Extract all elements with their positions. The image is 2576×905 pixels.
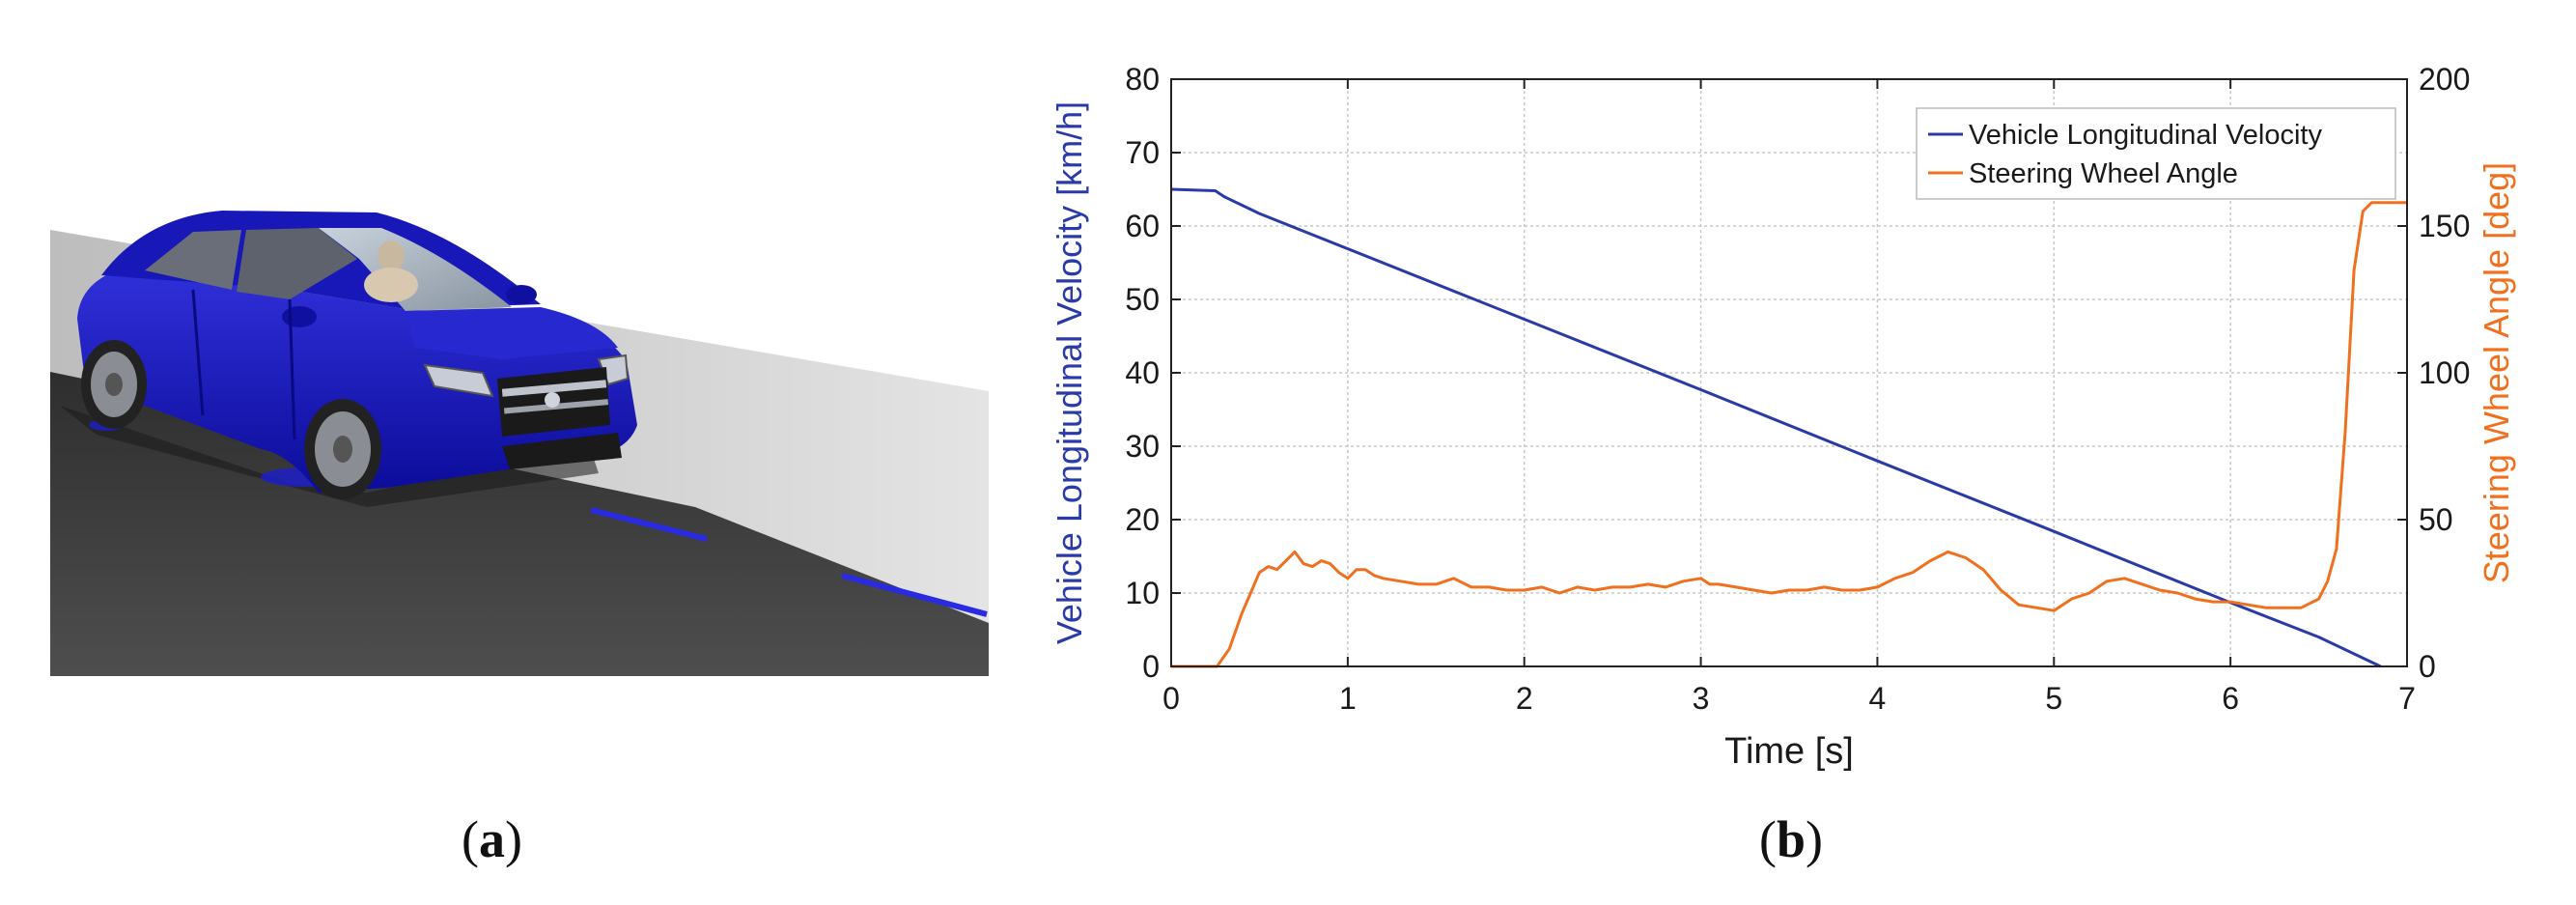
car-shadow [60, 406, 599, 507]
legend-box [1916, 107, 2396, 200]
legend-label: Steering Wheel Angle [1969, 158, 2238, 189]
caption-a-letter: a [478, 810, 505, 868]
car-model [77, 211, 637, 499]
caption-b: (b) [1759, 810, 1824, 868]
caption-a: (a) [462, 810, 522, 868]
vehicle-scene-panel [0, 0, 1023, 900]
x-tick-label: 2 [1516, 681, 1533, 716]
legend-label: Vehicle Longitudinal Velocity [1969, 120, 2322, 151]
lane-marking [590, 507, 708, 542]
y-left-tick-label: 50 [1125, 282, 1160, 317]
y-axis-left-label: Vehicle Longitudinal Velocity [km/h] [1050, 101, 1089, 644]
y-right-tick-label: 150 [2419, 209, 2470, 243]
y-left-tick-label: 10 [1125, 576, 1160, 610]
y-left-tick-label: 30 [1125, 429, 1160, 464]
y-right-tick-label: 50 [2419, 502, 2453, 537]
y-left-tick-label: 40 [1125, 355, 1160, 390]
grid [1171, 79, 2407, 666]
y-left-tick-label: 60 [1125, 209, 1160, 243]
legend: Vehicle Longitudinal Velocity Steering Wh… [1916, 107, 2396, 200]
x-tick-label: 1 [1339, 681, 1357, 716]
plot-frame [1170, 78, 2408, 667]
steering-series-line [1171, 201, 2407, 668]
y-right-tick-label: 100 [2419, 355, 2470, 390]
y-left-tick-label: 20 [1125, 502, 1160, 537]
lane-marking [841, 573, 988, 617]
velocity-series-line [1170, 187, 2382, 668]
x-tick-label: 0 [1162, 681, 1180, 716]
y-left-tick-label: 0 [1142, 649, 1160, 684]
vehicle-scene-image [50, 211, 989, 676]
y-left-tick-label: 80 [1125, 62, 1160, 97]
y-right-tick-label: 200 [2419, 62, 2470, 97]
x-tick-label: 4 [1869, 681, 1887, 716]
x-tick-label: 3 [1693, 681, 1710, 716]
x-tick-label: 6 [2222, 681, 2239, 716]
x-axis-label: Time [s] [1724, 731, 1854, 772]
x-tick-label: 7 [2398, 681, 2416, 716]
y-left-tick-label: 70 [1125, 135, 1160, 170]
y-axis-right-label: Steering Wheel Angle [deg] [2477, 162, 2516, 583]
caption-b-letter: b [1776, 810, 1806, 868]
y-right-tick-label: 0 [2419, 649, 2436, 684]
series-layer [1170, 187, 2407, 668]
chart-panel: 0 1 2 3 4 5 6 7 0 10 20 30 40 50 60 70 80 0 50 100 150 200 Ve… [1023, 0, 2576, 900]
x-tick-label: 5 [2045, 681, 2062, 716]
